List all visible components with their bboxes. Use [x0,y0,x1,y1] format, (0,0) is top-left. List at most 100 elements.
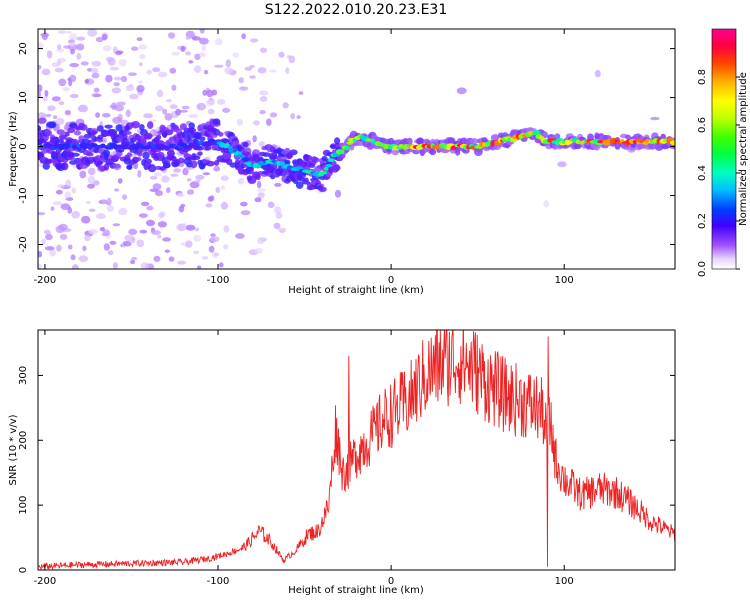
spectrogram-noise-blob [107,57,116,66]
spectrogram-band-blob [122,130,132,135]
spectrogram-noise-blob [88,208,96,212]
spectrogram-band-blob [126,152,132,158]
spectrogram-noise-blob [92,93,102,98]
spectrogram-noise-blob [65,197,74,201]
spectrogram-band-blob [303,177,309,182]
spectrogram-band-blob [178,157,185,164]
spectrogram-ytick-label: -10 [18,187,29,203]
spectrogram-noise-blob [56,244,62,252]
spectrogram-noise-blob [57,184,65,188]
colorbar-gradient [712,29,736,269]
spectrogram-noise-blob [171,84,177,91]
spectrogram-noise-blob [149,175,158,180]
spectrogram-noise-blob [208,245,215,253]
spectrogram-noise-blob [125,109,131,118]
spectrogram-noise-blob [53,115,58,120]
spectrogram-noise-blob [103,243,110,251]
spectrogram-band-blob [429,148,437,156]
snr-ytick-label: 300 [18,366,29,385]
spectrogram-noise-blob [40,33,50,37]
spectrogram-noise-blob [47,105,56,112]
spectrogram-noise-blob [153,255,161,262]
spectrogram-band-blob [334,137,341,145]
spectrogram-noise-blob [114,188,120,192]
spectrogram-noise-blob [169,67,177,74]
spectrogram-ridge-blob [279,161,286,166]
spectrogram-noise-blob [51,96,61,102]
spectrogram-noise-blob [206,89,214,98]
spectrogram-band-blob [212,118,221,125]
spectrogram-noise-blob [456,87,467,95]
spectrogram-noise-blob [38,251,43,258]
spectrogram-noise-blob [166,187,171,194]
spectrogram-band-blob [143,132,153,140]
spectrogram-noise-blob [157,89,164,98]
spectrogram-noise-blob [166,99,172,103]
spectrogram-noise-blob [120,75,128,83]
spectrogram-noise-blob [118,207,128,216]
spectrogram-noise-blob [77,104,88,113]
spectrogram-noise-blob [543,200,550,208]
spectrogram-noise-blob [122,194,128,200]
spectrogram-band-blob [191,155,201,161]
spectrogram-noise-blob [125,84,135,92]
spectrogram-noise-blob [209,195,215,202]
spectrogram-ridge-blob [123,143,130,147]
spectrogram-band-blob [91,130,98,135]
spectrogram-noise-blob [235,233,245,239]
spectrogram-noise-blob [76,53,82,60]
spectrogram-noise-blob [157,71,168,78]
spectrogram-noise-blob [106,204,114,213]
spectrogram-noise-blob [67,244,73,250]
spectrogram-noise-blob [146,205,154,211]
spectrogram-noise-blob [38,91,42,98]
spectrogram-noise-blob [149,188,159,192]
spectrogram-band-blob [113,163,121,169]
spectrogram-noise-blob [140,262,149,269]
spectrogram-noise-blob [139,54,146,59]
spectrogram-noise-blob [44,90,49,97]
spectrogram-noise-blob [63,45,71,49]
snr-series-line [38,330,675,570]
spectrogram-noise-blob [115,50,123,56]
colorbar-tick-label: 0.4 [697,165,708,181]
snr-xtick-label: 0 [388,576,394,587]
spectrogram-noise-blob [101,199,107,204]
spectrogram-ridge-blob [669,140,675,145]
colorbar-label: Normalized spectral amplitude [738,72,749,226]
spectrogram-noise-blob [120,119,129,125]
spectrogram-noise-blob [69,63,80,68]
spectrogram-noise-blob [58,101,65,106]
spectrogram-noise-blob [240,210,251,216]
spectrogram-noise-blob [162,108,168,115]
snr-ytick-label: 100 [18,496,29,515]
spectrogram-noise-blob [146,69,153,75]
spectrogram-noise-blob [252,135,257,143]
spectrogram-noise-blob [81,215,91,224]
spectrogram-band-blob [552,144,559,150]
spectrogram-noise-blob [128,72,137,76]
spectrogram-noise-blob [288,55,296,64]
spectrogram-noise-blob [195,179,201,183]
spectrogram-noise-blob [154,190,163,197]
spectrogram-noise-blob [138,62,143,66]
spectrogram-noise-blob [102,45,112,52]
spectrogram-band-blob [289,149,298,156]
spectrogram-noise-blob [129,93,139,100]
spectrogram-noise-blob [164,249,170,253]
spectrogram-noise-blob [168,32,176,39]
spectrogram-noise-blob [188,60,194,64]
spectrogram-band-blob [47,158,54,164]
spectrogram-noise-blob [181,105,190,110]
spectrogram-band-blob [97,138,104,143]
spectrogram-band-blob [155,134,162,141]
spectrogram-band-blob [252,149,260,155]
spectrogram-noise-blob [257,237,265,245]
spectrogram-noise-blob [64,191,72,199]
spectrogram-noise-blob [199,29,205,34]
spectrogram-noise-blob [87,183,95,189]
spectrogram-xtick-label: 0 [388,275,394,286]
spectrogram-noise-blob [45,233,53,241]
spectrogram-noise-blob [175,108,182,116]
spectrogram-noise-blob [194,53,201,60]
